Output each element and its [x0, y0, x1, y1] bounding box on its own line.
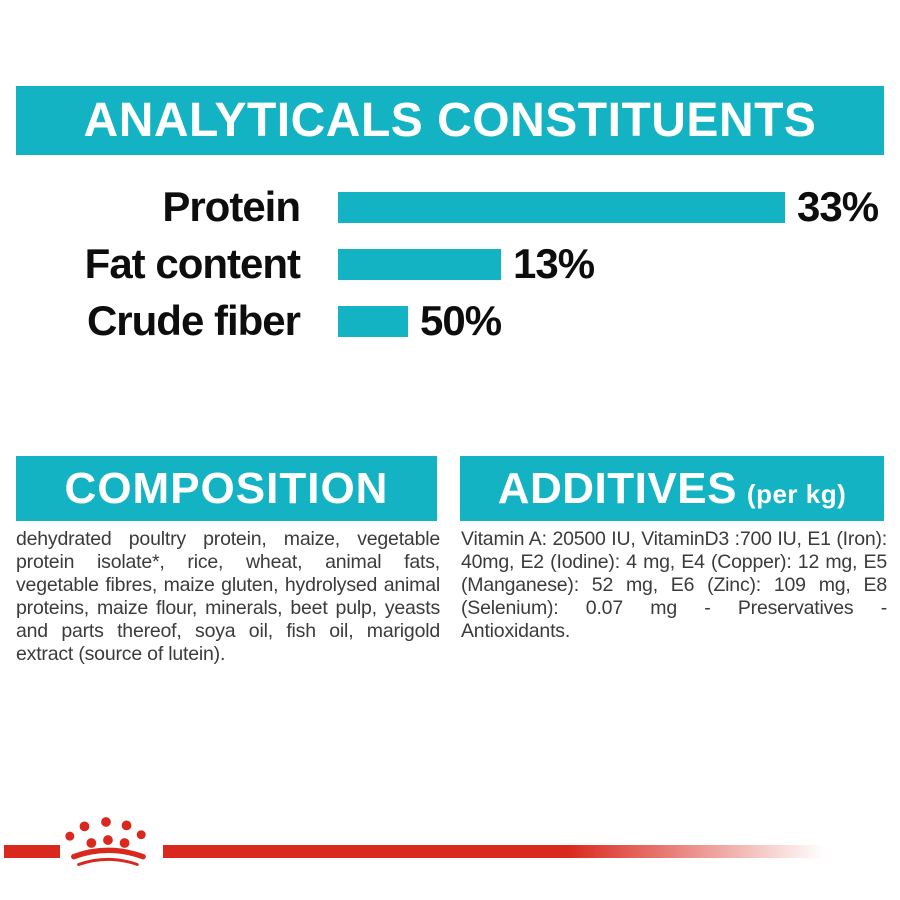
chart-category-label: Protein: [162, 183, 301, 230]
composition-text: dehydrated poultry protein, maize, veget…: [16, 528, 440, 665]
additives-title: ADDITIVES: [497, 464, 737, 513]
chart-row: Crude fiber 50%: [0, 297, 900, 344]
chart-bar: [338, 305, 408, 337]
analyticals-title: ANALYTICALS CONSTITUENTS: [83, 94, 817, 147]
chart-category-label: Crude fiber: [86, 297, 301, 344]
chart-value-label: 33%: [797, 183, 879, 230]
chart-row: Fat content 13%: [0, 240, 900, 287]
composition-banner: COMPOSITION: [16, 456, 437, 521]
analyticals-banner: ANALYTICALS CONSTITUENTS: [16, 86, 884, 155]
composition-title: COMPOSITION: [64, 463, 389, 513]
chart-row: Protein 33%: [0, 183, 900, 230]
royal-canin-crown-logo: [65, 817, 146, 866]
chart-bar: [338, 248, 501, 280]
additives-text: Vitamin A: 20500 IU, VitaminD3 :700 IU, …: [461, 528, 887, 642]
chart-value-label: 13%: [513, 240, 595, 287]
chart-category-label: Fat content: [84, 240, 301, 287]
additives-banner: ADDITIVES (per kg): [460, 456, 884, 521]
chart-value-label: 50%: [420, 297, 502, 344]
footer-rule-left: [4, 845, 60, 858]
chart-bar: [338, 191, 785, 223]
additives-subtitle: (per kg): [746, 479, 847, 509]
footer-rule-right: [163, 845, 838, 858]
